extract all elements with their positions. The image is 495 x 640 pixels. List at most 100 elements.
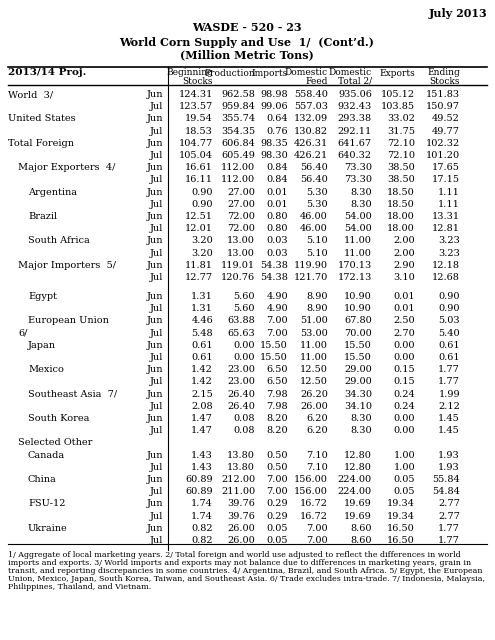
Text: 54.84: 54.84 bbox=[432, 487, 460, 496]
Text: 132.09: 132.09 bbox=[294, 115, 328, 124]
Text: 5.30: 5.30 bbox=[306, 188, 328, 196]
Text: Jul: Jul bbox=[149, 426, 163, 435]
Text: 27.00: 27.00 bbox=[227, 188, 255, 196]
Text: 1.00: 1.00 bbox=[394, 451, 415, 460]
Text: July 2013: July 2013 bbox=[429, 8, 488, 19]
Text: 156.00: 156.00 bbox=[294, 475, 328, 484]
Text: 65.63: 65.63 bbox=[227, 328, 255, 337]
Text: 641.67: 641.67 bbox=[338, 139, 372, 148]
Text: 606.84: 606.84 bbox=[221, 139, 255, 148]
Text: Domestic: Domestic bbox=[285, 68, 328, 77]
Text: 7.00: 7.00 bbox=[266, 487, 288, 496]
Text: 170.13: 170.13 bbox=[338, 261, 372, 270]
Text: 8.60: 8.60 bbox=[350, 524, 372, 532]
Text: Exports: Exports bbox=[379, 68, 415, 77]
Text: 2.90: 2.90 bbox=[394, 261, 415, 270]
Text: Stocks: Stocks bbox=[183, 77, 213, 86]
Text: Jun: Jun bbox=[147, 139, 163, 148]
Text: 121.70: 121.70 bbox=[294, 273, 328, 282]
Text: 2.50: 2.50 bbox=[394, 316, 415, 325]
Text: 104.77: 104.77 bbox=[179, 139, 213, 148]
Text: 2.70: 2.70 bbox=[393, 328, 415, 337]
Text: 54.38: 54.38 bbox=[260, 261, 288, 270]
Text: 6.50: 6.50 bbox=[266, 365, 288, 374]
Text: 99.06: 99.06 bbox=[260, 102, 288, 111]
Text: 19.69: 19.69 bbox=[344, 511, 372, 520]
Text: 120.76: 120.76 bbox=[221, 273, 255, 282]
Text: Ukraine: Ukraine bbox=[28, 524, 68, 532]
Text: 70.00: 70.00 bbox=[344, 328, 372, 337]
Text: Total Foreign: Total Foreign bbox=[8, 139, 74, 148]
Text: 1.45: 1.45 bbox=[438, 414, 460, 423]
Text: 102.32: 102.32 bbox=[426, 139, 460, 148]
Text: 156.00: 156.00 bbox=[294, 487, 328, 496]
Text: Selected Other: Selected Other bbox=[18, 438, 93, 447]
Text: 0.24: 0.24 bbox=[393, 402, 415, 411]
Text: 0.00: 0.00 bbox=[234, 353, 255, 362]
Text: 17.65: 17.65 bbox=[432, 163, 460, 172]
Text: Egypt: Egypt bbox=[28, 292, 57, 301]
Text: 46.00: 46.00 bbox=[300, 212, 328, 221]
Text: 73.30: 73.30 bbox=[344, 175, 372, 184]
Text: 0.80: 0.80 bbox=[266, 224, 288, 233]
Text: 19.69: 19.69 bbox=[344, 499, 372, 508]
Text: Jun: Jun bbox=[147, 524, 163, 532]
Text: Jun: Jun bbox=[147, 390, 163, 399]
Text: 13.31: 13.31 bbox=[432, 212, 460, 221]
Text: Jun: Jun bbox=[147, 90, 163, 99]
Text: 49.77: 49.77 bbox=[432, 127, 460, 136]
Text: China: China bbox=[28, 475, 57, 484]
Text: 15.50: 15.50 bbox=[344, 353, 372, 362]
Text: 72.00: 72.00 bbox=[227, 212, 255, 221]
Text: 224.00: 224.00 bbox=[338, 487, 372, 496]
Text: 13.80: 13.80 bbox=[227, 463, 255, 472]
Text: Jul: Jul bbox=[149, 463, 163, 472]
Text: European Union: European Union bbox=[28, 316, 109, 325]
Text: 6.20: 6.20 bbox=[306, 414, 328, 423]
Text: 31.75: 31.75 bbox=[387, 127, 415, 136]
Text: South Africa: South Africa bbox=[28, 236, 90, 245]
Text: 29.00: 29.00 bbox=[344, 378, 372, 387]
Text: 12.50: 12.50 bbox=[300, 365, 328, 374]
Text: imports and exports. 3/ World imports and exports may not balance due to differe: imports and exports. 3/ World imports an… bbox=[8, 559, 471, 568]
Text: 8.90: 8.90 bbox=[306, 292, 328, 301]
Text: 0.03: 0.03 bbox=[266, 236, 288, 245]
Text: 8.20: 8.20 bbox=[266, 426, 288, 435]
Text: 1.31: 1.31 bbox=[191, 292, 213, 301]
Text: 0.61: 0.61 bbox=[192, 340, 213, 349]
Text: 10.90: 10.90 bbox=[344, 292, 372, 301]
Text: Beginning: Beginning bbox=[166, 68, 213, 77]
Text: 18.50: 18.50 bbox=[387, 188, 415, 196]
Text: 1.43: 1.43 bbox=[191, 463, 213, 472]
Text: 8.30: 8.30 bbox=[350, 414, 372, 423]
Text: 3.10: 3.10 bbox=[393, 273, 415, 282]
Text: 103.85: 103.85 bbox=[381, 102, 415, 111]
Text: 54.00: 54.00 bbox=[344, 212, 372, 221]
Text: 12.18: 12.18 bbox=[432, 261, 460, 270]
Text: 7.98: 7.98 bbox=[266, 390, 288, 399]
Text: 0.05: 0.05 bbox=[266, 524, 288, 532]
Text: 119.90: 119.90 bbox=[294, 261, 328, 270]
Text: transit, and reporting discrepancies in some countries. 4/ Argentina, Brazil, an: transit, and reporting discrepancies in … bbox=[8, 568, 483, 575]
Text: 0.00: 0.00 bbox=[394, 340, 415, 349]
Text: 0.00: 0.00 bbox=[394, 353, 415, 362]
Text: 4.46: 4.46 bbox=[191, 316, 213, 325]
Text: 16.50: 16.50 bbox=[387, 536, 415, 545]
Text: 558.40: 558.40 bbox=[294, 90, 328, 99]
Text: 16.61: 16.61 bbox=[185, 163, 213, 172]
Text: 0.03: 0.03 bbox=[266, 248, 288, 257]
Text: WASDE - 520 - 23: WASDE - 520 - 23 bbox=[192, 22, 302, 33]
Text: 2013/14 Proj.: 2013/14 Proj. bbox=[8, 68, 86, 77]
Text: 16.72: 16.72 bbox=[300, 511, 328, 520]
Text: 0.15: 0.15 bbox=[394, 378, 415, 387]
Text: 13.00: 13.00 bbox=[227, 236, 255, 245]
Text: 11.00: 11.00 bbox=[300, 340, 328, 349]
Text: 0.82: 0.82 bbox=[192, 536, 213, 545]
Text: 426.21: 426.21 bbox=[294, 151, 328, 160]
Text: 1.77: 1.77 bbox=[438, 365, 460, 374]
Text: 172.13: 172.13 bbox=[338, 273, 372, 282]
Text: 2.00: 2.00 bbox=[394, 236, 415, 245]
Text: 23.00: 23.00 bbox=[227, 365, 255, 374]
Text: 12.80: 12.80 bbox=[344, 451, 372, 460]
Text: Japan: Japan bbox=[28, 340, 56, 349]
